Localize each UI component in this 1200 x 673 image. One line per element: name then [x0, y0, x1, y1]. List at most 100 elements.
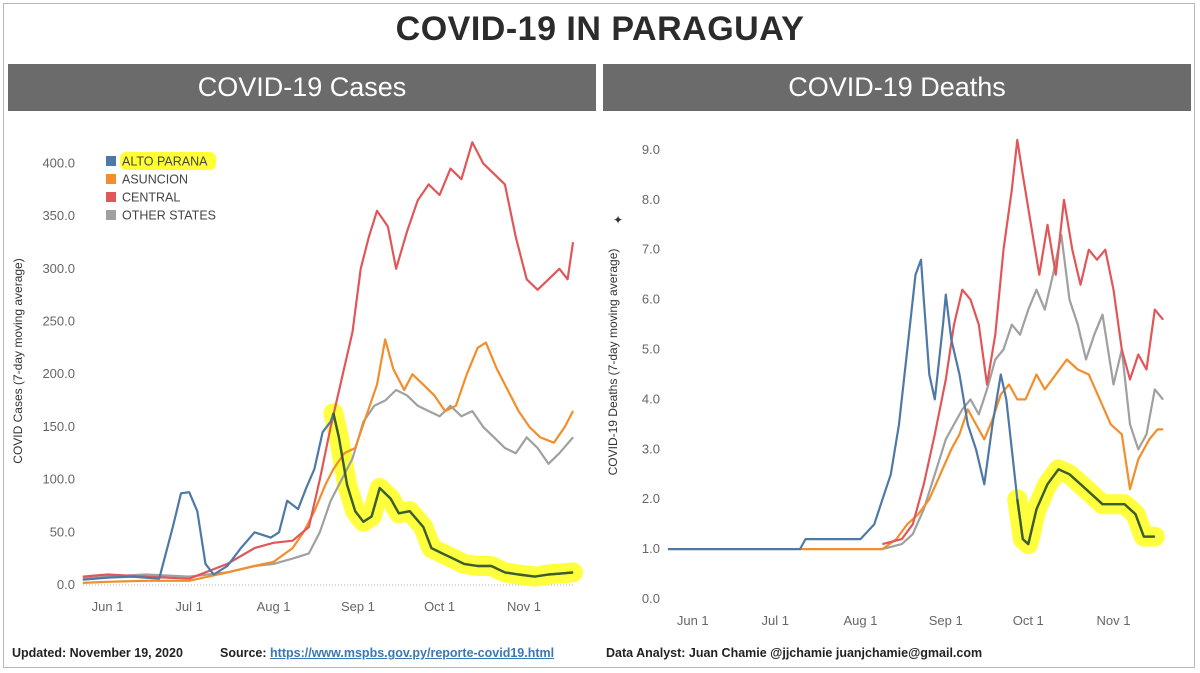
series-line-asuncion	[82, 338, 574, 584]
data-point-central	[292, 540, 294, 542]
x-tick-label: Aug 1	[257, 599, 291, 614]
data-point-asuncion	[496, 368, 498, 370]
data-point-other-states	[1011, 324, 1013, 326]
data-point-central	[912, 523, 914, 525]
data-point-alto-parana	[992, 423, 993, 425]
data-point-other-states	[460, 415, 462, 417]
data-point-asuncion	[477, 347, 479, 349]
y-tick-label: 9.0	[642, 142, 660, 157]
x-tick-label: Jul 1	[175, 599, 202, 614]
data-point-alto-parana	[226, 565, 228, 567]
data-point-other-states	[515, 452, 517, 454]
data-point-other-states	[341, 479, 343, 481]
data-point-asuncion	[564, 426, 566, 428]
y-tick-label: 50.0	[50, 524, 75, 539]
y-tick-label: 200.0	[42, 366, 75, 381]
data-point-central	[330, 426, 332, 428]
data-point-alto-parana	[890, 473, 892, 475]
data-point-asuncion	[1137, 458, 1139, 460]
data-point-other-states	[548, 463, 549, 465]
data-point-other-states	[352, 458, 353, 460]
y-tick-label: 2.0	[642, 491, 660, 506]
data-point-central	[417, 199, 419, 201]
data-point-alto-parana	[983, 483, 985, 485]
legend-label: ALTO PARANA	[122, 155, 208, 169]
y-tick-label: 250.0	[42, 313, 75, 328]
y-axis-label: COVID-19 Deaths (7-day moving average)	[606, 249, 620, 476]
data-point-other-states	[1093, 334, 1095, 336]
data-point-alto-parana	[959, 373, 960, 375]
legend-swatch	[106, 156, 116, 166]
data-point-central	[376, 210, 378, 212]
data-point-alto-parana	[920, 259, 922, 261]
data-point-other-states	[953, 423, 955, 425]
y-tick-label: 0.0	[57, 577, 75, 592]
y-tick-label: 5.0	[642, 342, 660, 357]
data-point-asuncion	[365, 415, 367, 417]
outer-frame	[3, 3, 1195, 668]
data-point-alto-parana	[906, 349, 908, 351]
legend-swatch	[106, 174, 116, 184]
data-point-alto-parana	[278, 531, 280, 533]
data-point-asuncion	[1016, 398, 1018, 400]
y-tick-label: 7.0	[642, 242, 660, 257]
data-point-central	[341, 378, 343, 380]
data-point-asuncion	[1055, 373, 1057, 375]
footer-updated: Updated: November 19, 2020	[12, 646, 183, 660]
data-point-other-states	[1085, 359, 1087, 361]
data-point-other-states	[1052, 274, 1054, 276]
data-point-central	[882, 543, 883, 545]
data-point-central	[934, 433, 936, 435]
data-point-central	[572, 241, 574, 243]
data-point-asuncion	[226, 571, 228, 573]
data-point-asuncion	[518, 410, 520, 412]
data-point-central	[82, 576, 84, 578]
cases-chart: 0.0 50.0 100.0 150.0 200.0 250.0 300.0 350.0 400…	[11, 141, 583, 614]
data-point-central	[515, 236, 517, 238]
data-point-other-states	[1154, 388, 1156, 390]
y-tick-label: 300.0	[42, 261, 75, 276]
data-point-asuncion	[1110, 423, 1112, 425]
y-tick-label: 0.0	[642, 591, 660, 606]
y-tick-label: 1.0	[642, 541, 660, 556]
data-point-alto-parana	[915, 274, 916, 276]
data-point-asuncion	[1088, 373, 1090, 375]
x-tick-label: Oct 1	[424, 599, 455, 614]
data-point-other-states	[961, 408, 963, 410]
data-point-alto-parana	[330, 421, 332, 423]
data-point-other-states	[406, 394, 408, 396]
data-point-other-states	[1027, 309, 1029, 311]
data-point-asuncion	[1099, 398, 1101, 400]
y-tick-label: 400.0	[42, 155, 75, 170]
data-point-asuncion	[928, 498, 930, 500]
data-point-asuncion	[1157, 428, 1158, 430]
data-point-other-states	[1069, 299, 1070, 301]
data-point-alto-parana	[240, 547, 242, 549]
data-point-alto-parana	[967, 423, 969, 425]
data-point-other-states	[145, 573, 147, 575]
data-point-central	[1162, 319, 1164, 321]
data-point-central	[493, 173, 495, 175]
data-point-alto-parana	[196, 510, 198, 512]
data-point-other-states	[292, 558, 294, 560]
data-point-other-states	[1129, 423, 1131, 425]
data-point-alto-parana	[188, 491, 190, 493]
data-point-asuncion	[433, 394, 435, 396]
footer-source-link[interactable]: https://www.mspbs.gov.py/reporte-covid19…	[270, 646, 555, 660]
series-line-alto-parana	[668, 258, 1155, 551]
data-point-central	[537, 289, 539, 291]
data-point-other-states	[482, 426, 484, 428]
data-point-asuncion	[82, 582, 84, 584]
data-point-central	[352, 331, 353, 333]
y-tick-label: 100.0	[42, 472, 75, 487]
data-point-alto-parana	[297, 508, 299, 510]
y-axis-label: COVID Cases (7-day moving average)	[11, 258, 25, 463]
highlighted-segment-alto-parana	[1016, 468, 1155, 546]
data-point-central	[978, 324, 980, 326]
data-point-other-states	[1113, 383, 1114, 385]
data-point-asuncion	[332, 468, 334, 470]
data-point-other-states	[572, 436, 574, 438]
data-point-other-states	[504, 447, 506, 449]
data-point-central	[406, 231, 408, 233]
data-point-other-states	[493, 436, 495, 438]
